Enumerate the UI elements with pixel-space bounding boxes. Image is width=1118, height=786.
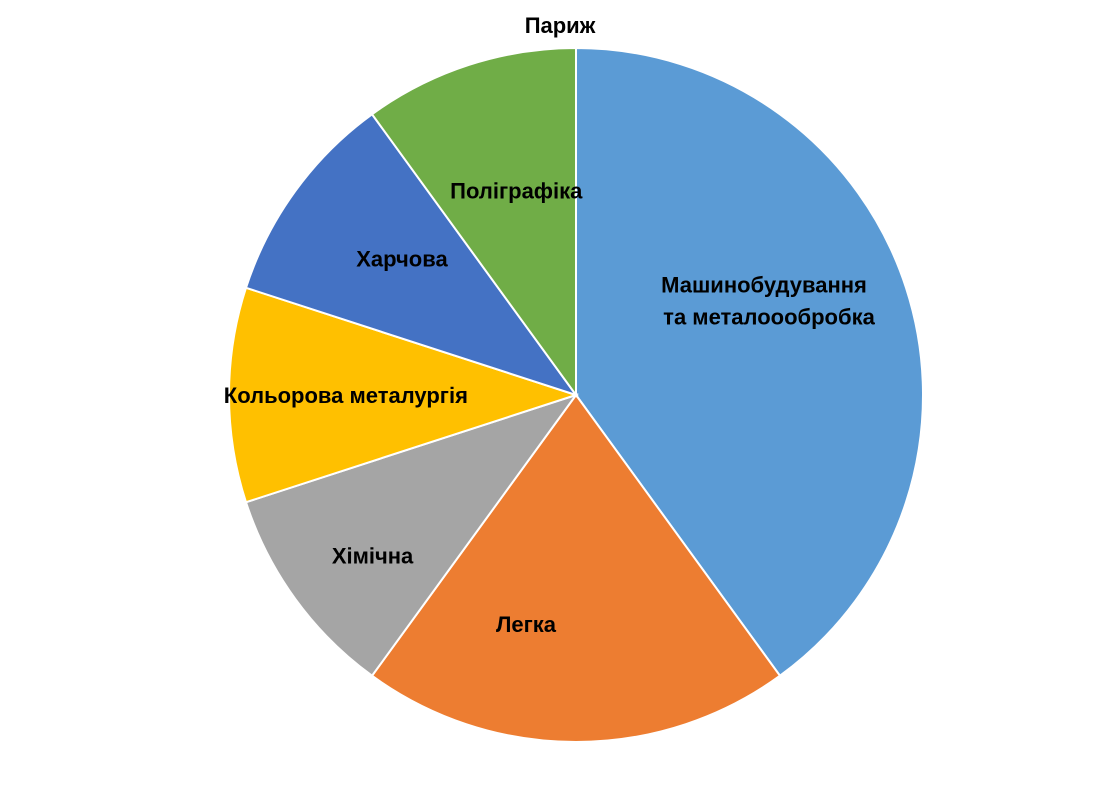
slice-label: Поліграфіка: [450, 178, 583, 203]
pie-slice: [370, 393, 782, 743]
slice-label: Харчова: [356, 247, 448, 272]
pie-slice: [228, 286, 580, 504]
slice-label: Легка: [496, 612, 557, 637]
pie-slice: [244, 112, 579, 397]
slice-label: Хімічна: [332, 543, 414, 568]
slice-label: Кольорова металургія: [224, 383, 468, 408]
pie-slice: [370, 46, 577, 399]
pie-slice: [244, 393, 579, 678]
slice-label: Машинобудування та металооoбробка: [661, 273, 875, 330]
pie-slice: [575, 46, 924, 678]
chart-title: Париж: [525, 13, 596, 38]
